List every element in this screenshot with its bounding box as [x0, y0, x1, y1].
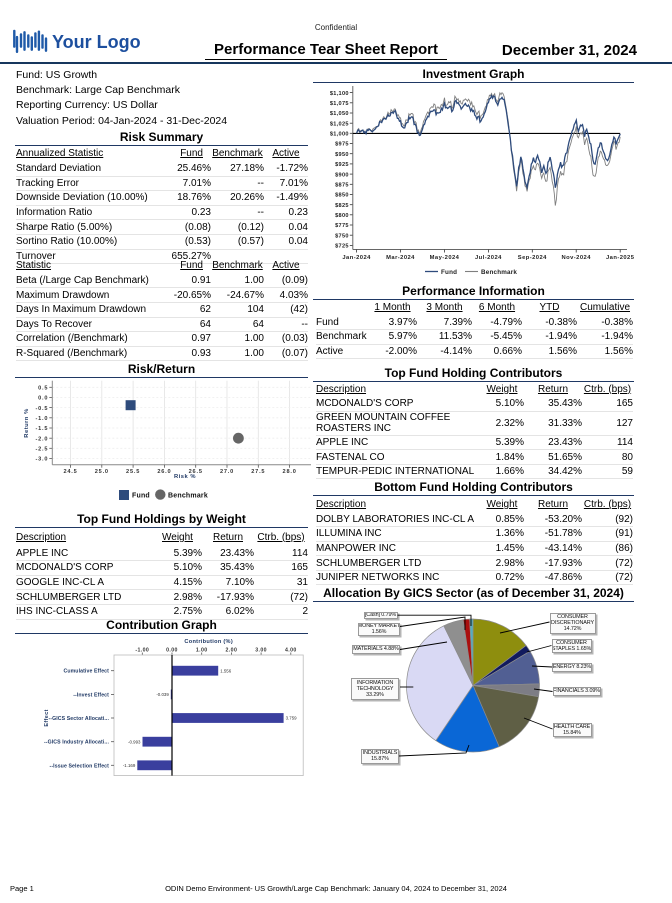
svg-text:28.0: 28.0 [283, 469, 297, 475]
svg-text:27.0: 27.0 [220, 469, 234, 475]
svg-text:Nov-2024: Nov-2024 [562, 255, 592, 261]
svg-text:Effect: Effect [44, 709, 50, 726]
svg-text:0.00: 0.00 [166, 647, 178, 653]
svg-text:26.0: 26.0 [157, 469, 171, 475]
svg-text:$925: $925 [335, 162, 349, 168]
svg-text:Mar-2024: Mar-2024 [386, 255, 415, 261]
svg-text:$975: $975 [335, 142, 349, 148]
svg-text:$875: $875 [335, 183, 349, 189]
svg-text:Contribution (%): Contribution (%) [184, 639, 233, 645]
svg-text:$775: $775 [335, 223, 349, 229]
svg-text:Cumulative Effect: Cumulative Effect [63, 669, 109, 675]
svg-text:Benchmark: Benchmark [481, 269, 517, 276]
svg-text:-3.0: -3.0 [35, 457, 48, 463]
svg-text:-1.00: -1.00 [135, 647, 149, 653]
svg-text:2.00: 2.00 [226, 647, 238, 653]
svg-text:$825: $825 [335, 203, 349, 209]
svg-text:-1.169: -1.169 [123, 763, 136, 768]
svg-text:$1,025: $1,025 [330, 121, 349, 127]
svg-text:$950: $950 [335, 152, 349, 158]
svg-text:24.5: 24.5 [63, 469, 77, 475]
svg-text:Jul-2024: Jul-2024 [475, 255, 502, 261]
svg-text:Fund: Fund [441, 269, 457, 276]
svg-text:Fund: Fund [132, 493, 150, 500]
svg-text:-0.993: -0.993 [128, 739, 141, 744]
svg-text:0.5: 0.5 [38, 386, 48, 392]
svg-text:Benchmark: Benchmark [168, 493, 208, 500]
svg-text:$1,000: $1,000 [330, 132, 349, 138]
svg-text:1.556: 1.556 [220, 668, 232, 673]
svg-text:Jan-2025: Jan-2025 [606, 255, 635, 261]
svg-text:$725: $725 [335, 244, 349, 250]
svg-text:Risk %: Risk % [174, 474, 196, 480]
svg-text:$800: $800 [335, 213, 349, 219]
svg-text:$850: $850 [335, 193, 349, 199]
svg-text:$1,100: $1,100 [330, 91, 349, 97]
svg-text:-0.5: -0.5 [35, 406, 48, 412]
svg-text:26.5: 26.5 [189, 469, 203, 475]
svg-text:3.00: 3.00 [255, 647, 267, 653]
svg-text:-1.0: -1.0 [35, 416, 48, 422]
svg-text:25.5: 25.5 [126, 469, 140, 475]
svg-text:-0.039: -0.039 [156, 692, 169, 697]
svg-text:Sep-2024: Sep-2024 [518, 255, 547, 261]
svg-text:25.0: 25.0 [95, 469, 109, 475]
svg-text:0.0: 0.0 [38, 396, 48, 402]
svg-text:--Issue Selection Effect: --Issue Selection Effect [50, 763, 110, 769]
svg-text:-2.0: -2.0 [35, 436, 48, 442]
svg-text:4.00: 4.00 [285, 647, 297, 653]
svg-text:Jan-2024: Jan-2024 [342, 255, 371, 261]
svg-text:1.00: 1.00 [196, 647, 208, 653]
svg-text:$1,075: $1,075 [330, 101, 349, 107]
svg-text:-2.5: -2.5 [35, 447, 48, 453]
svg-text:--Invest Effect: --Invest Effect [73, 692, 109, 698]
svg-text:-1.5: -1.5 [35, 426, 48, 432]
svg-text:--GICS Sector Allocati...: --GICS Sector Allocati... [48, 716, 109, 722]
svg-text:May-2024: May-2024 [430, 255, 460, 261]
svg-text:$1,050: $1,050 [330, 111, 349, 117]
svg-text:$900: $900 [335, 172, 349, 178]
svg-text:--GICS Industry Allocati...: --GICS Industry Allocati... [44, 740, 110, 746]
svg-text:27.5: 27.5 [251, 469, 265, 475]
svg-text:3.759: 3.759 [286, 716, 298, 721]
svg-text:Return %: Return % [24, 408, 30, 437]
svg-text:$750: $750 [335, 233, 349, 239]
